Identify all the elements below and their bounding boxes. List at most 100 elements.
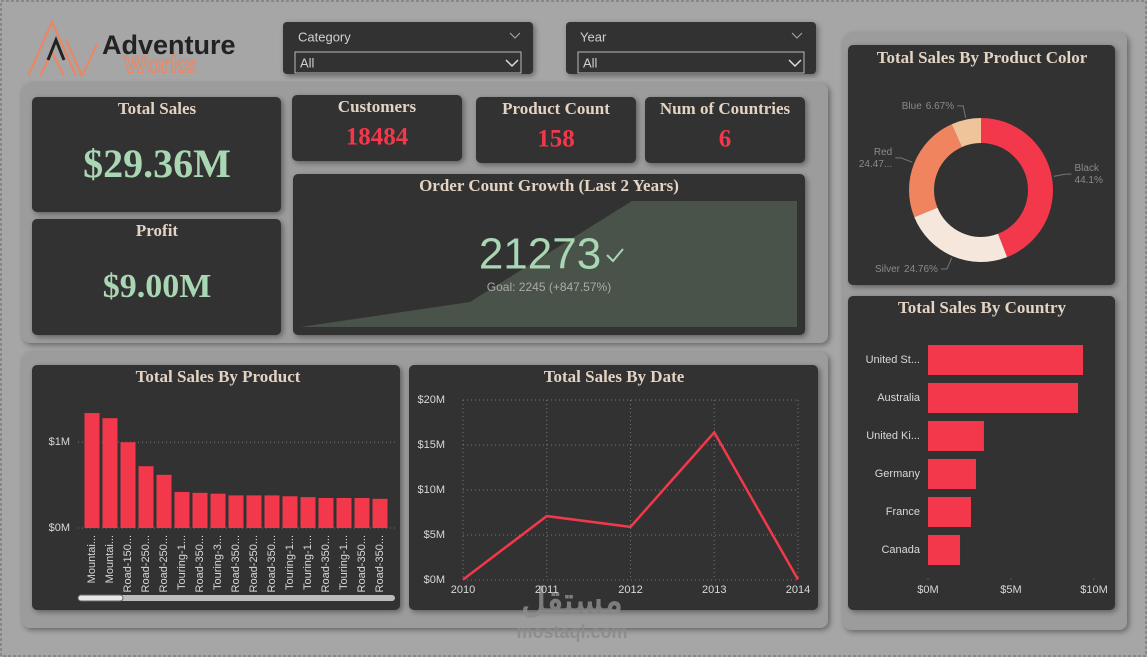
donut-slice [914, 207, 1008, 262]
bar [318, 497, 334, 528]
x-tick-label: Road-350... [356, 535, 368, 592]
x-tick-label: 2013 [702, 584, 726, 596]
logo-bottom: Works [124, 51, 197, 78]
bar [102, 418, 118, 528]
kpi-value: 18484 [346, 124, 409, 151]
kpi-value: 21273 [479, 230, 601, 279]
watermark-site: mostaql.com [516, 622, 627, 642]
leader-line [940, 257, 953, 270]
kpi-value: $29.36M [83, 141, 231, 186]
x-tick-label: Touring-1... [176, 535, 188, 590]
y-tick-label: $0M [424, 574, 445, 586]
leader-line [895, 157, 913, 163]
y-tick-label: $20M [417, 394, 445, 406]
data-label: Black 44.1% [1075, 163, 1103, 186]
bar [372, 498, 388, 528]
scrollbar[interactable] [78, 595, 395, 601]
slicer-label: Category [298, 29, 351, 44]
y-tick-label: $5M [424, 529, 445, 541]
chart-title: Total Sales By Country [898, 298, 1066, 317]
bar [336, 497, 352, 528]
chart-title: Total Sales By Product [136, 367, 301, 386]
scroll-thumb[interactable] [77, 594, 124, 602]
chevron [509, 32, 521, 39]
chevron [791, 32, 803, 39]
slicer-value: All [583, 55, 598, 70]
bar [84, 413, 100, 528]
bar [282, 496, 298, 528]
x-tick-label: Mountai... [104, 535, 116, 583]
label-name: Red [874, 147, 892, 158]
y-tick-label: United St... [866, 354, 920, 366]
bar [928, 421, 984, 451]
x-tick-label: Touring-1... [302, 535, 314, 590]
x-tick-label: Road-250... [140, 535, 152, 592]
x-tick-label: $0M [917, 584, 938, 596]
category-slicer[interactable] [283, 22, 533, 74]
label-name: Silver [875, 264, 901, 275]
x-tick-label: Touring-1... [338, 535, 350, 590]
leader-line [957, 105, 967, 118]
bar [928, 459, 976, 489]
kpi-title: Total Sales [118, 99, 197, 118]
leader-line [1053, 173, 1072, 177]
bar [174, 491, 190, 528]
bar [120, 442, 136, 528]
x-tick-label: Road-150... [122, 535, 134, 592]
dropdown[interactable] [577, 51, 805, 74]
label-value: 6.67% [926, 101, 954, 112]
kpi-value: 158 [537, 126, 575, 153]
x-tick-label: Road-350... [266, 535, 278, 592]
bar [156, 474, 172, 528]
chart-title: Total Sales By Product Color [877, 48, 1088, 67]
y-tick-label: Canada [881, 544, 920, 556]
y-tick-label: United Ki... [866, 430, 920, 442]
y-tick-label: Australia [877, 392, 921, 404]
x-tick-label: 2010 [451, 584, 475, 596]
kpi-title: Customers [338, 97, 417, 116]
slicer-label: Year [580, 29, 607, 44]
x-tick-label: Road-350... [194, 535, 206, 592]
bar [928, 497, 971, 527]
kpi-title: Profit [136, 221, 179, 240]
kpi-value: $9.00M [103, 268, 212, 305]
x-tick-label: $5M [1000, 584, 1021, 596]
x-tick-label: Road-350... [374, 535, 386, 592]
x-tick-label: $10M [1080, 584, 1108, 596]
year-slicer[interactable] [566, 22, 816, 74]
kpi-goal: Goal: 2245 (+847.57%) [487, 280, 611, 294]
bar [300, 497, 316, 528]
label-value: 24.76% [904, 264, 938, 275]
x-tick-label: Road-350... [230, 535, 242, 592]
check-icon [606, 248, 624, 263]
y-tick-label: $1M [49, 436, 70, 448]
slicer-value: All [300, 55, 315, 70]
x-tick-label: 2011 [535, 584, 559, 596]
logo: Adventure Works [27, 19, 236, 79]
label-value: 44.1% [1075, 175, 1103, 186]
bar [928, 535, 961, 565]
bar [264, 495, 280, 528]
bar [928, 345, 1084, 375]
bar [228, 495, 244, 528]
y-tick-label: $10M [417, 484, 445, 496]
chevron [788, 59, 802, 68]
bar [928, 383, 1079, 413]
y-tick-label: Germany [875, 468, 921, 480]
line [462, 430, 800, 581]
trend-area [300, 201, 797, 327]
x-tick-label: Touring-1... [284, 535, 296, 590]
bar [138, 466, 154, 528]
x-tick-label: 2012 [618, 584, 642, 596]
x-tick-label: Road-250... [248, 535, 260, 592]
bar [192, 492, 208, 528]
data-label: Silver 24.76% [875, 264, 938, 275]
kpi-value: 6 [719, 126, 732, 153]
donut-slice [908, 124, 962, 218]
x-tick-label: Road-350... [320, 535, 332, 592]
bar [246, 495, 262, 528]
dropdown[interactable] [294, 51, 522, 74]
donut-slice [951, 118, 981, 148]
bar [210, 493, 226, 528]
